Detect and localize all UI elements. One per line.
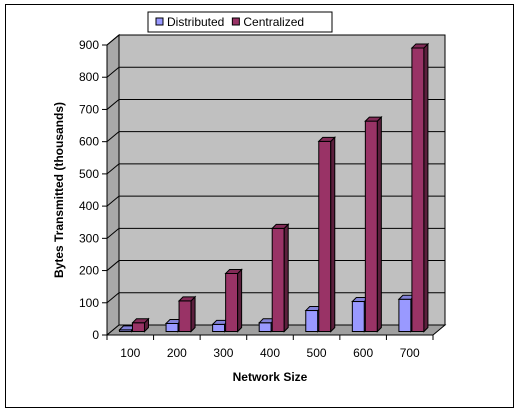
bar-side bbox=[423, 42, 429, 333]
bar-top bbox=[410, 43, 430, 49]
gridline bbox=[106, 98, 445, 110]
y-tick-label: 800 bbox=[79, 70, 99, 84]
gridline bbox=[106, 260, 445, 271]
bar-centralized-500 bbox=[317, 136, 336, 333]
legend-label-centralized: Centralized bbox=[243, 15, 304, 29]
y-tick-label: 600 bbox=[79, 135, 99, 149]
bar-centralized-100 bbox=[131, 317, 150, 333]
gridline bbox=[106, 227, 445, 239]
y-tick-label: 200 bbox=[79, 264, 99, 278]
bar-side bbox=[376, 115, 382, 333]
bar-front bbox=[258, 322, 272, 332]
y-tick-label: 300 bbox=[79, 231, 99, 245]
gridline bbox=[106, 292, 445, 304]
side-wall bbox=[106, 33, 120, 337]
y-tick-label: 100 bbox=[79, 296, 99, 310]
gridline bbox=[106, 34, 445, 46]
y-tick-label: 0 bbox=[92, 328, 99, 342]
bar-front bbox=[398, 298, 412, 332]
y-axis-ticks: 0 100 200 300 400 500 600 700 800 900 bbox=[79, 38, 108, 342]
gridline bbox=[106, 66, 445, 78]
bar-top bbox=[224, 269, 243, 274]
bar-centralized-200 bbox=[177, 295, 197, 333]
legend-box bbox=[147, 11, 333, 33]
x-axis-title: Network Size bbox=[233, 370, 308, 384]
x-tick-label: 200 bbox=[167, 346, 187, 360]
bar-top bbox=[270, 223, 290, 229]
y-axis-title: Bytes Transmitted (thousands) bbox=[52, 102, 66, 278]
x-axis-ticks: 100 200 300 400 500 600 700 bbox=[106, 334, 434, 360]
y-tick-label: 400 bbox=[79, 199, 99, 213]
y-tick-label: 500 bbox=[79, 167, 99, 181]
bar-front bbox=[318, 140, 332, 332]
bar-side bbox=[190, 295, 196, 333]
y-tick-label: 700 bbox=[79, 102, 99, 116]
bar-side bbox=[237, 268, 243, 333]
bar-front bbox=[411, 47, 425, 332]
legend: Distributed Centralized bbox=[147, 11, 333, 33]
bar-centralized-600 bbox=[364, 115, 383, 333]
x-tick-label: 400 bbox=[260, 346, 280, 360]
bar-front bbox=[364, 120, 378, 333]
bars bbox=[118, 42, 430, 333]
bar-front bbox=[178, 300, 192, 332]
gridlines bbox=[106, 34, 445, 304]
x-tick-label: 600 bbox=[353, 346, 373, 360]
y-tick-label: 900 bbox=[79, 38, 99, 52]
gridline bbox=[106, 163, 445, 175]
x-tick-label: 700 bbox=[400, 346, 420, 360]
legend-label-distributed: Distributed bbox=[167, 15, 224, 29]
bar-top bbox=[131, 318, 150, 324]
bar-front bbox=[225, 273, 239, 332]
bar-centralized-400 bbox=[270, 223, 290, 333]
bar-front bbox=[271, 227, 285, 332]
bar-centralized-300 bbox=[224, 268, 243, 333]
bar-side bbox=[330, 136, 336, 333]
legend-swatch-distributed bbox=[155, 17, 164, 26]
legend-swatch-centralized bbox=[231, 17, 240, 26]
gridline bbox=[106, 195, 445, 207]
x-tick-label: 100 bbox=[120, 346, 140, 360]
bar-front bbox=[212, 323, 226, 332]
bar-front bbox=[131, 322, 145, 332]
bar-front bbox=[305, 310, 319, 332]
bar-front bbox=[165, 322, 179, 333]
bar-top bbox=[177, 296, 197, 302]
bar-centralized-700 bbox=[410, 42, 430, 333]
gridline bbox=[106, 131, 445, 143]
bar-side bbox=[283, 223, 289, 333]
bar-front bbox=[351, 301, 365, 332]
x-tick-label: 500 bbox=[307, 346, 327, 360]
x-tick-label: 300 bbox=[213, 346, 233, 360]
bar-top bbox=[364, 116, 383, 122]
bar-top bbox=[317, 136, 336, 142]
